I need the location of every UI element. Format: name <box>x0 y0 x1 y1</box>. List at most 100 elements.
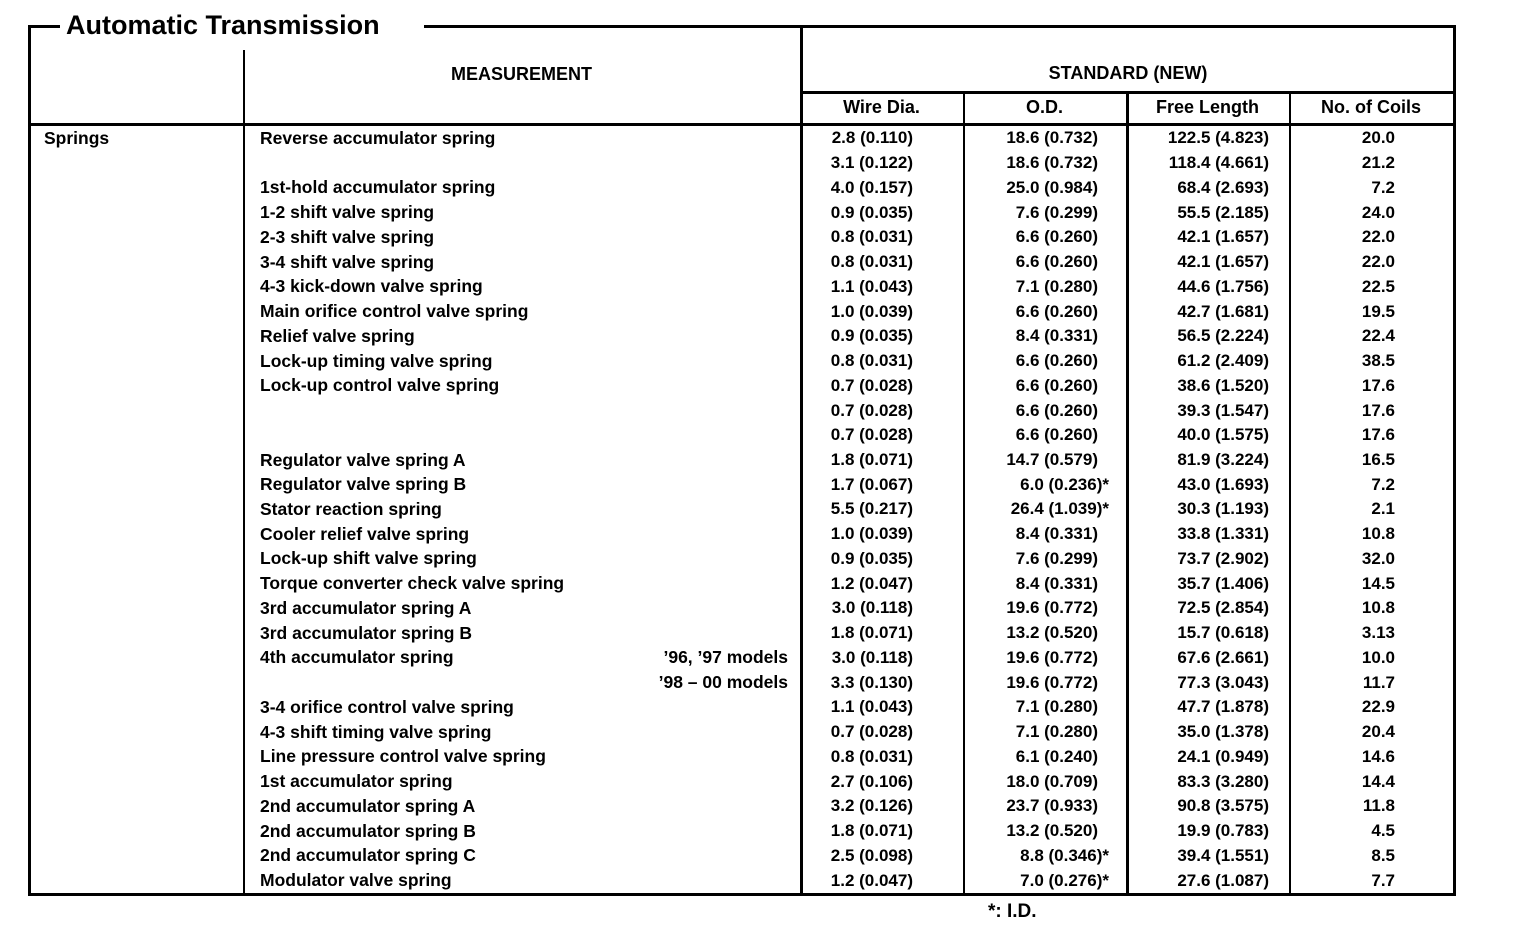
standard-new-column-header: STANDARD (NEW) <box>1048 63 1208 83</box>
spring-label: Torque converter check valve spring <box>260 573 565 594</box>
free-length-cell: 118.4 (4.661) <box>1168 153 1269 173</box>
od-cell: 6.6 (0.260) <box>1015 301 1098 321</box>
table-row: 2-3 shift valve spring 0.8 (0.031) 6.6 (… <box>28 225 1453 250</box>
table-row: Relief valve spring 0.9 (0.035) 8.4 (0.3… <box>28 324 1453 349</box>
wire-dia-cell: 0.9 (0.035) <box>830 326 913 346</box>
wire-dia-cell: 0.9 (0.035) <box>830 548 913 568</box>
table-row: Reverse accumulator spring 2.8 (0.110) 1… <box>28 126 1453 151</box>
od-cell: 8.4 (0.331) <box>1015 326 1098 346</box>
coils-cell: 7.2 <box>1371 474 1395 494</box>
od-cell: 6.6 (0.260) <box>1015 425 1098 445</box>
table-row: 2nd accumulator spring C 2.5 (0.098) 8.8… <box>28 844 1453 869</box>
coils-cell: 17.6 <box>1361 425 1395 445</box>
measurement-cell: Main orifice control valve spring <box>243 301 800 322</box>
measurement-cell: Relief valve spring <box>243 326 800 347</box>
measurement-cell: 1st-hold accumulator spring <box>243 177 800 198</box>
page-title: Automatic Transmission <box>66 10 380 40</box>
free-length-cell: 47.7 (1.878) <box>1177 697 1269 717</box>
table-row: Regulator valve spring B 1.7 (0.067) 6.0… <box>28 472 1453 497</box>
free-length-cell: 40.0 (1.575) <box>1177 425 1269 445</box>
measurement-cell: Torque converter check valve spring <box>243 573 800 594</box>
od-cell: 25.0 (0.984) <box>1006 177 1098 197</box>
table-border-left <box>28 25 31 896</box>
wire-dia-cell: 0.7 (0.028) <box>830 375 913 395</box>
wire-dia-cell: 0.8 (0.031) <box>830 252 913 272</box>
od-cell: 6.6 (0.260) <box>1015 252 1098 272</box>
spring-label: 1st accumulator spring <box>260 771 453 792</box>
table-row: 2nd accumulator spring A 3.2 (0.126) 23.… <box>28 794 1453 819</box>
divider-od-free <box>1126 91 1129 896</box>
coils-cell: 21.2 <box>1361 153 1395 173</box>
measurement-cell: 1st accumulator spring <box>243 771 800 792</box>
spring-label: Regulator valve spring B <box>260 474 467 495</box>
measurement-cell: 3-4 orifice control valve spring <box>243 697 800 718</box>
measurement-cell: 4th accumulator spring ’96, ’97 models <box>243 647 800 668</box>
coils-cell: 22.0 <box>1361 252 1395 272</box>
measurement-cell: 2nd accumulator spring A <box>243 796 800 817</box>
spring-label: Stator reaction spring <box>260 498 442 519</box>
no-of-coils-column-header: No. of Coils <box>1321 96 1421 117</box>
title-rule-right <box>424 25 1456 28</box>
od-cell: 23.7 (0.933) <box>1006 796 1098 816</box>
wire-dia-cell: 1.2 (0.047) <box>830 573 913 593</box>
free-length-cell: 77.3 (3.043) <box>1177 672 1269 692</box>
wire-dia-cell: 3.0 (0.118) <box>831 647 913 667</box>
wire-dia-cell: 0.8 (0.031) <box>830 746 913 766</box>
wire-dia-cell: 0.7 (0.028) <box>830 722 913 742</box>
coils-cell: 14.5 <box>1361 573 1395 593</box>
od-cell: 6.6 (0.260) <box>1015 375 1098 395</box>
measurement-cell: Modulator valve spring <box>243 870 800 891</box>
coils-cell: 10.8 <box>1361 524 1395 544</box>
measurement-cell: 1-2 shift valve spring <box>243 202 800 223</box>
spring-label: 2-3 shift valve spring <box>260 226 435 247</box>
divider-free-coils <box>1289 91 1291 896</box>
wire-dia-cell: 0.9 (0.035) <box>830 202 913 222</box>
wire-dia-cell: 2.5 (0.098) <box>830 845 913 865</box>
od-cell: 14.7 (0.579) <box>1006 450 1098 469</box>
table-row: 4-3 shift timing valve spring 0.7 (0.028… <box>28 720 1453 745</box>
free-length-cell: 68.4 (2.693) <box>1177 177 1269 197</box>
coils-cell: 4.5 <box>1371 821 1395 841</box>
spring-label: Lock-up timing valve spring <box>260 350 493 371</box>
table-border-bottom <box>28 893 1456 896</box>
od-cell: 19.6 (0.772) <box>1006 598 1098 618</box>
measurement-cell: Lock-up control valve spring <box>243 375 800 396</box>
wire-dia-cell: 1.2 (0.047) <box>830 870 913 890</box>
table-row: 3rd accumulator spring A 3.0 (0.118) 19.… <box>28 596 1453 621</box>
table-rows: Reverse accumulator spring 2.8 (0.110) 1… <box>28 126 1453 893</box>
coils-cell: 11.8 <box>1362 796 1395 816</box>
table-row: 2nd accumulator spring B 1.8 (0.071) 13.… <box>28 819 1453 844</box>
spring-label: Regulator valve spring A <box>260 449 466 470</box>
coils-cell: 19.5 <box>1361 301 1395 321</box>
free-length-cell: 42.1 (1.657) <box>1177 252 1269 272</box>
table-row: Lock-up control valve spring 0.7 (0.028)… <box>28 373 1453 398</box>
free-length-cell: 44.6 (1.756) <box>1177 276 1269 296</box>
measurement-cell: Regulator valve spring A <box>243 450 800 471</box>
od-cell: 6.1 (0.240) <box>1015 746 1098 766</box>
wire-dia-cell: 3.2 (0.126) <box>830 796 913 816</box>
od-cell: 18.6 (0.732) <box>1006 153 1098 173</box>
table-row: Modulator valve spring 1.2 (0.047) 7.0 (… <box>28 868 1453 893</box>
wire-dia-cell: 3.1 (0.122) <box>830 153 913 173</box>
free-length-cell: 35.0 (1.378) <box>1177 722 1269 742</box>
measurement-cell: Cooler relief valve spring <box>243 524 800 545</box>
divider-springs-col <box>243 50 245 896</box>
table-row: Lock-up timing valve spring 0.8 (0.031) … <box>28 349 1453 374</box>
table-row: Regulator valve spring A 1.8 (0.071) 14.… <box>28 448 1453 473</box>
coils-cell: 7.2 <box>1371 177 1395 197</box>
id-asterisk: * <box>1102 870 1109 890</box>
coils-cell: 14.6 <box>1361 746 1395 766</box>
table-row: 1st-hold accumulator spring 4.0 (0.157) … <box>28 175 1453 200</box>
table-row: ’98 – 00 models 3.3 (0.130) 19.6 (0.772)… <box>28 670 1453 695</box>
table-row: 3-4 orifice control valve spring 1.1 (0.… <box>28 695 1453 720</box>
free-length-cell: 15.7 (0.618) <box>1177 623 1269 643</box>
free-length-cell: 42.7 (1.681) <box>1177 301 1269 321</box>
free-length-cell: 30.3 (1.193) <box>1177 499 1269 519</box>
measurement-cell: 2nd accumulator spring C <box>243 845 800 866</box>
spring-label: Line pressure control valve spring <box>260 746 546 767</box>
coils-cell: 32.0 <box>1361 548 1395 568</box>
spring-label: Modulator valve spring <box>260 870 452 891</box>
wire-dia-cell: 0.7 (0.028) <box>830 400 913 420</box>
od-cell: 8.4 (0.331) <box>1015 524 1098 544</box>
header-underline <box>28 123 1456 126</box>
